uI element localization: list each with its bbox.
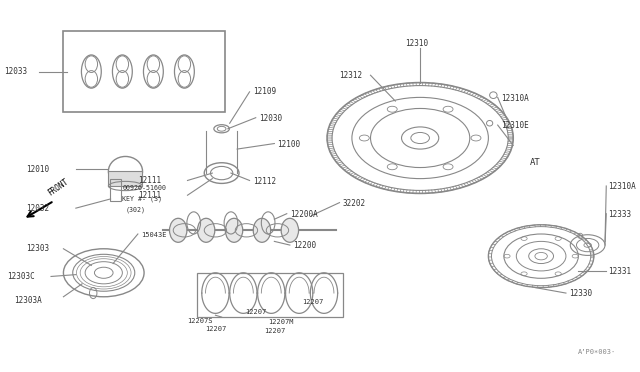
- Text: 12033: 12033: [4, 67, 28, 76]
- Text: 12207: 12207: [245, 308, 266, 315]
- Text: 12312: 12312: [339, 71, 363, 80]
- Bar: [63, 31, 225, 112]
- Text: 12330: 12330: [569, 289, 592, 298]
- Text: 12207: 12207: [264, 328, 285, 334]
- Text: 12331: 12331: [608, 267, 631, 276]
- Text: KEY #- (3): KEY #- (3): [122, 196, 163, 202]
- Text: 12032: 12032: [26, 203, 49, 213]
- Text: A’P0∗003·: A’P0∗003·: [579, 349, 616, 355]
- Text: 12333: 12333: [608, 209, 631, 219]
- Text: 12207S: 12207S: [188, 318, 213, 324]
- Text: 12030: 12030: [259, 114, 282, 123]
- Text: 12010: 12010: [26, 165, 49, 174]
- Ellipse shape: [225, 218, 243, 242]
- Bar: [110, 179, 121, 201]
- Text: 12100: 12100: [278, 140, 301, 149]
- Text: 12303C: 12303C: [8, 272, 35, 280]
- Text: 12111: 12111: [138, 176, 161, 185]
- Text: 12111: 12111: [138, 191, 161, 200]
- Text: 12109: 12109: [253, 87, 276, 96]
- Text: 15043E: 15043E: [141, 232, 166, 238]
- Bar: [197, 273, 342, 317]
- Text: 12310E: 12310E: [500, 121, 529, 130]
- Ellipse shape: [281, 218, 298, 242]
- Ellipse shape: [253, 218, 271, 242]
- Text: 12207: 12207: [302, 299, 324, 305]
- Text: FRONT: FRONT: [46, 177, 70, 197]
- Text: 12207: 12207: [205, 326, 226, 332]
- Text: 12112: 12112: [253, 177, 276, 186]
- Text: 12303A: 12303A: [14, 296, 42, 305]
- Text: 12200A: 12200A: [290, 209, 317, 219]
- Text: (302): (302): [125, 207, 145, 213]
- Text: 00926-51600: 00926-51600: [122, 185, 166, 191]
- Text: 12207M: 12207M: [268, 319, 294, 325]
- Text: 12310A: 12310A: [608, 182, 636, 191]
- Text: 32202: 32202: [342, 199, 365, 208]
- Text: 12310A: 12310A: [500, 94, 529, 103]
- Text: 12200: 12200: [293, 241, 316, 250]
- Text: 12303: 12303: [26, 244, 49, 253]
- Bar: [108, 171, 142, 186]
- Ellipse shape: [170, 218, 187, 242]
- Text: AT: AT: [529, 157, 540, 167]
- Text: 12310: 12310: [404, 39, 428, 48]
- Ellipse shape: [197, 218, 215, 242]
